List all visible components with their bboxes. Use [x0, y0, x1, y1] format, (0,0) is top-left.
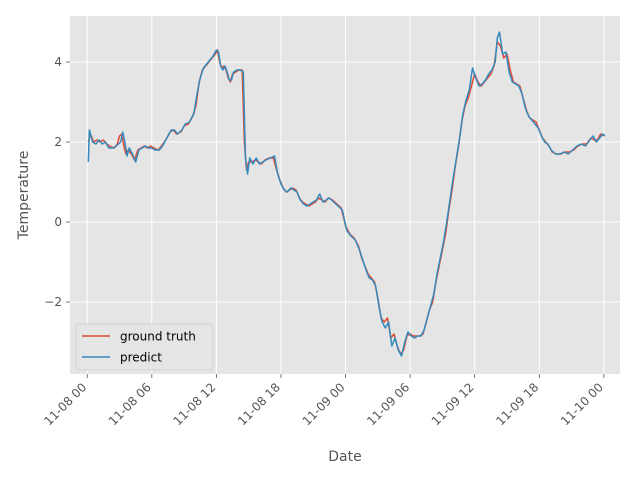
y-axis-ticks: −2 0 2 4	[44, 55, 70, 309]
legend-label-predict: predict	[120, 351, 162, 365]
y-tick-label: −2	[44, 295, 62, 309]
x-tick-label: 11-09 12	[429, 380, 477, 428]
x-axis-title: Date	[328, 449, 361, 465]
y-tick-label: 4	[54, 55, 62, 69]
plot-background	[70, 16, 620, 374]
legend: ground truth predict	[75, 323, 214, 371]
x-tick-label: 11-09 00	[300, 380, 348, 428]
x-tick-label: 11-10 00	[558, 380, 606, 428]
series-lines	[87, 31, 606, 357]
legend-label-ground-truth: ground truth	[120, 330, 196, 344]
x-tick-label: 11-08 00	[41, 380, 89, 428]
x-tick-label: 11-08 06	[106, 380, 154, 428]
series-line-predict	[87, 31, 606, 357]
x-axis-ticks: 11-08 00 11-08 06 11-08 12 11-08 18 11-09 00…	[41, 374, 606, 428]
x-tick-label: 11-08 18	[235, 380, 283, 428]
legend-box	[75, 323, 214, 371]
x-tick-label: 11-09 18	[493, 380, 541, 428]
y-tick-label: 2	[54, 135, 62, 149]
y-axis-title: Temperature	[16, 151, 32, 241]
x-tick-label: 11-09 06	[364, 380, 412, 428]
grid-lines	[70, 16, 620, 374]
y-tick-label: 0	[54, 215, 62, 229]
x-tick-label: 11-08 12	[170, 380, 218, 428]
